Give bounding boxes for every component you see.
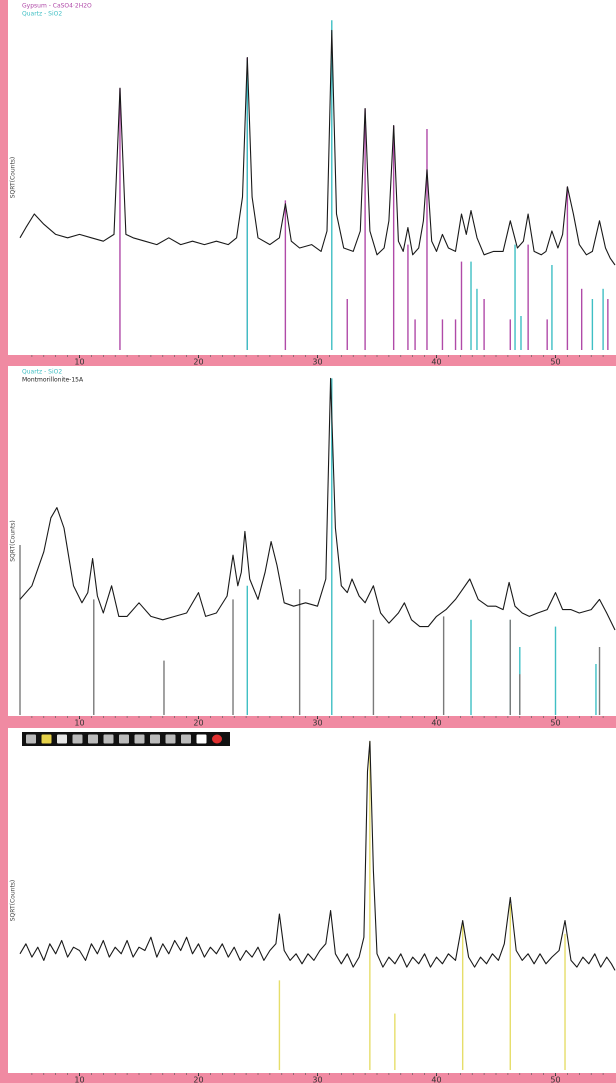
x-tick-label: 10 [74, 358, 84, 367]
x-tick-label: 30 [312, 719, 322, 728]
toolbar-button[interactable] [165, 734, 176, 744]
y-axis-label: SQRT(Counts) [10, 157, 17, 199]
plot-area [8, 366, 616, 716]
toolbar-button[interactable] [26, 734, 36, 744]
x-tick-label: 40 [431, 1076, 441, 1083]
toolbar-button[interactable] [150, 734, 160, 744]
legend-entry: Gypsum - CaSO4·2H2O [22, 3, 92, 10]
diffraction-pattern [19, 29, 616, 266]
toolbar-button[interactable] [119, 734, 129, 744]
toolbar-button[interactable] [212, 734, 222, 744]
x-tick-label: 30 [312, 358, 322, 367]
x-axis-strip [0, 1073, 616, 1083]
y-axis-label: SQRT(Counts) [10, 880, 17, 922]
toolbar-button[interactable] [196, 734, 207, 744]
plot-area [8, 0, 616, 355]
x-tick-label: 50 [550, 358, 560, 367]
toolbar [22, 732, 230, 746]
legend-entry: Montmorillonite-15A [22, 377, 84, 384]
plot-area [8, 728, 616, 1073]
x-tick-label: 40 [431, 358, 441, 367]
x-tick-label: 50 [550, 1076, 560, 1083]
toolbar-button[interactable] [134, 734, 145, 744]
x-tick-label: 50 [550, 719, 560, 728]
x-tick-label: 10 [74, 1076, 84, 1083]
x-tick-label: 30 [312, 1076, 322, 1083]
toolbar-button[interactable] [181, 734, 191, 744]
x-tick-label: 40 [431, 719, 441, 728]
x-tick-label: 20 [193, 719, 203, 728]
x-tick-label: 10 [74, 719, 84, 728]
x-axis-strip [0, 355, 616, 366]
diffraction-pattern [19, 740, 616, 971]
toolbar-button[interactable] [103, 734, 114, 744]
x-tick-label: 20 [193, 358, 203, 367]
diffraction-pattern [19, 377, 616, 631]
toolbar-button[interactable] [41, 734, 52, 744]
y-axis-label: SQRT(Counts) [10, 520, 17, 562]
x-tick-label: 20 [193, 1076, 203, 1083]
toolbar-button[interactable] [57, 734, 67, 744]
toolbar-button[interactable] [72, 734, 83, 744]
x-axis-strip [0, 716, 616, 728]
legend-entry: Quartz - SiO2 [22, 369, 62, 376]
toolbar-button[interactable] [88, 734, 98, 744]
legend-entry: Quartz - SiO2 [22, 11, 62, 18]
